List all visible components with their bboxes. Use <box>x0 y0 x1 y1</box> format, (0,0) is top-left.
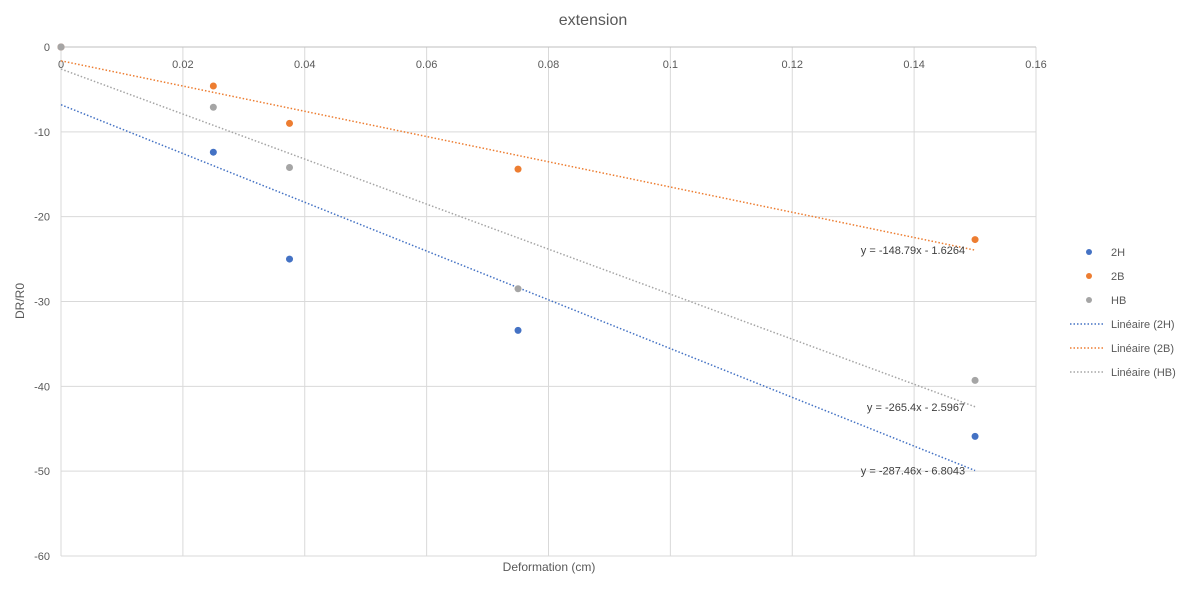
legend-marker-hb <box>1086 297 1092 303</box>
grid <box>60 47 1037 557</box>
point-2b <box>514 165 522 173</box>
point-2h <box>286 255 294 263</box>
point-hb <box>286 163 294 171</box>
legend-label: Linéaire (HB) <box>1111 367 1176 379</box>
legend-label: HB <box>1111 295 1126 307</box>
x-tick-label: 0.1 <box>663 59 678 71</box>
legend-label: 2H <box>1111 247 1125 259</box>
trendline-equations: y = -287.46x - 6.8043 y = -148.79x - 1.62… <box>861 245 965 477</box>
point-hb <box>209 103 217 111</box>
chart-title: extension <box>559 12 628 29</box>
x-tick-label: 0.08 <box>538 59 559 71</box>
point-2b <box>286 119 294 127</box>
x-tick-label: 0.02 <box>172 59 193 71</box>
axes: 0 -10 -20 -30 -40 -50 -60 0 0.02 0.04 0.06 0.08 0.1 0… <box>34 42 1047 563</box>
y-tick-label: -50 <box>34 466 50 478</box>
trendline-lin-aire-2h <box>60 104 976 472</box>
trendline-lin-aire-2b <box>60 60 976 251</box>
legend-marker-2b <box>1086 273 1092 279</box>
legend-label: 2B <box>1111 271 1124 283</box>
x-tick-label: 0.04 <box>294 59 315 71</box>
point-2h <box>514 326 522 334</box>
x-axis-label: Deformation (cm) <box>503 560 596 574</box>
y-tick-label: -40 <box>34 381 50 393</box>
y-axis-label: DR/R0 <box>13 283 27 319</box>
trendline-equation: y = -265.4x - 2.5967 <box>867 402 965 414</box>
x-tick-label: 0.16 <box>1025 59 1046 71</box>
trendline-equation: y = -148.79x - 1.6264 <box>861 245 965 257</box>
legend-label: Linéaire (2H) <box>1111 319 1175 331</box>
point-hb <box>514 285 522 293</box>
legend-label: Linéaire (2B) <box>1111 343 1174 355</box>
point-2b <box>971 236 979 244</box>
x-tick-label: 0 <box>58 59 64 71</box>
y-tick-label: -10 <box>34 127 50 139</box>
point-2h <box>209 148 217 156</box>
y-tick-label: -20 <box>34 212 50 224</box>
point-2b <box>209 82 217 90</box>
legend: 2H 2B HB Linéaire (2H) Linéaire (2B) Linéaire… <box>1070 247 1176 379</box>
x-tick-label: 0.14 <box>903 59 924 71</box>
data-points <box>57 43 979 440</box>
point-hb <box>971 376 979 384</box>
y-tick-label: -30 <box>34 297 50 309</box>
trendline-lin-aire-hb <box>60 68 976 408</box>
x-tick-label: 0.12 <box>782 59 803 71</box>
y-tick-label: 0 <box>44 42 50 54</box>
x-tick-label: 0.06 <box>416 59 437 71</box>
trendlines <box>60 60 976 472</box>
point-hb <box>57 43 65 51</box>
legend-marker-2h <box>1086 249 1092 255</box>
y-tick-label: -60 <box>34 551 50 563</box>
trendline-equation: y = -287.46x - 6.8043 <box>861 466 965 478</box>
point-2h <box>971 432 979 440</box>
